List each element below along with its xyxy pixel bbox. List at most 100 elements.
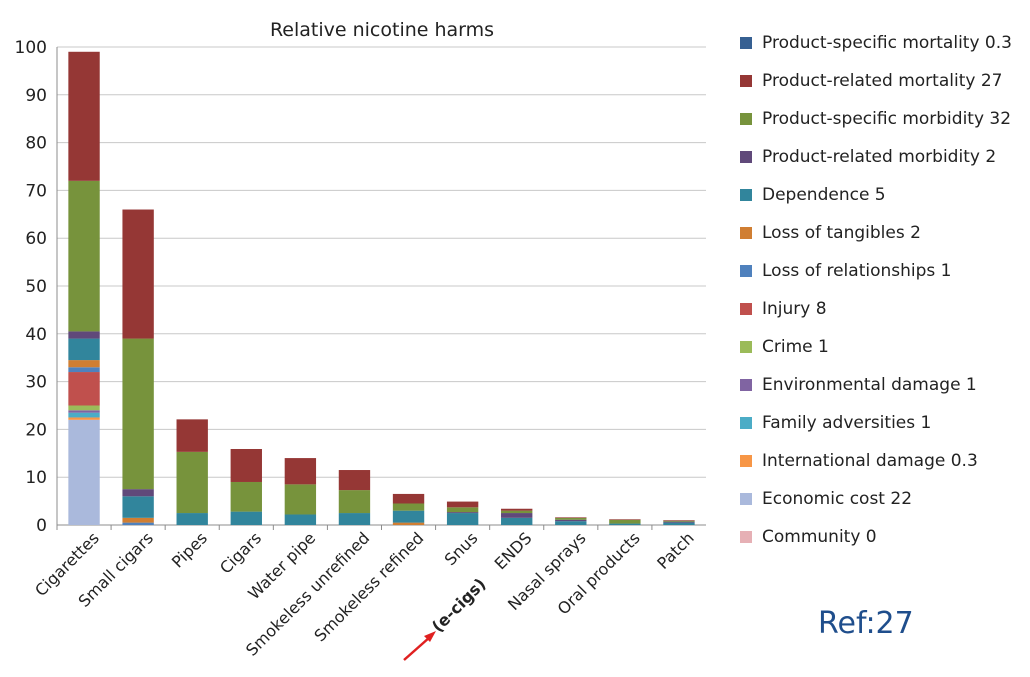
bar-segment (284, 484, 317, 515)
y-axis: 0 10 20 30 40 50 60 70 80 90 100 (15, 38, 58, 536)
bar-segment (446, 507, 479, 513)
legend-item: Loss of relationships 1 (740, 252, 1012, 290)
y-tick-label: 60 (25, 229, 47, 249)
bar-segment (555, 517, 587, 520)
bar-segment (230, 481, 262, 512)
x-tick-label: Patch (653, 528, 698, 573)
bar-segment (338, 513, 371, 525)
bar-segment (663, 522, 695, 525)
legend-item: Loss of tangibles 2 (740, 214, 1012, 252)
legend-label: Dependence 5 (762, 185, 886, 205)
x-tick-label: Snus (441, 528, 482, 569)
bar-segment (68, 367, 100, 373)
bar-segment (122, 209, 154, 339)
y-tick-label: 0 (36, 516, 47, 536)
legend-label: Community 0 (762, 527, 877, 547)
legend-item: Product-related mortality 27 (740, 62, 1012, 100)
y-tick-label: 70 (25, 181, 47, 201)
bar-segment (176, 451, 208, 514)
legend-label: Product-related morbidity 2 (762, 147, 997, 167)
y-tick-label: 50 (25, 277, 47, 297)
bar-segment (176, 513, 208, 525)
legend-item: Environmental damage 1 (740, 366, 1012, 404)
legend-swatch (740, 341, 752, 353)
legend-item: Dependence 5 (740, 176, 1012, 214)
bar-segment (122, 489, 154, 497)
legend: Product-specific mortality 0.3 Product-re… (740, 24, 1012, 556)
annotation-arrow-line (403, 636, 431, 661)
y-tick-label: 20 (25, 420, 47, 440)
reference-label: Ref:27 (818, 606, 914, 641)
legend-item: Family adversities 1 (740, 404, 1012, 442)
gridlines (57, 46, 706, 526)
bar-segment (392, 503, 425, 511)
legend-swatch (740, 493, 752, 505)
legend-label: International damage 0.3 (762, 451, 978, 471)
legend-swatch (740, 151, 752, 163)
legend-swatch (740, 303, 752, 315)
bar-segment (446, 513, 479, 525)
legend-swatch (740, 379, 752, 391)
legend-swatch (740, 37, 752, 49)
bar-segment (68, 412, 100, 418)
legend-swatch (740, 455, 752, 467)
legend-label: Crime 1 (762, 337, 829, 357)
bar-segment (446, 501, 479, 508)
bars (68, 51, 695, 525)
bar-segment (501, 517, 533, 525)
bar-segment (663, 521, 695, 523)
y-tick-label: 80 (25, 134, 47, 154)
bar-segment (230, 448, 262, 482)
legend-item: Product-related morbidity 2 (740, 138, 1012, 176)
bar-segment (501, 508, 533, 511)
y-tick-label: 30 (25, 373, 47, 393)
annotation-label: (e-cigs) (428, 574, 490, 636)
legend-label: Product-related mortality 27 (762, 71, 1003, 91)
bar-segment (284, 458, 317, 485)
bar-segment (122, 338, 154, 490)
bar-segment (68, 410, 100, 413)
legend-label: Loss of tangibles 2 (762, 223, 921, 243)
bar-segment (68, 372, 100, 406)
bar-segment (392, 510, 425, 523)
chart-title: Relative nicotine harms (270, 19, 494, 41)
legend-swatch (740, 531, 752, 543)
legend-swatch (740, 113, 752, 125)
bar-segment (663, 520, 695, 521)
bar-segment (68, 419, 100, 525)
legend-label: Loss of relationships 1 (762, 261, 952, 281)
bar-segment (122, 517, 154, 523)
bar-segment (392, 493, 425, 504)
bar-segment (555, 521, 587, 525)
bar-segment (555, 519, 587, 522)
stacked-bar-chart: Relative nicotine harms 0 10 20 30 40 50 60 70 8… (15, 19, 706, 661)
legend-item: Product-specific morbidity 32 (740, 100, 1012, 138)
legend-label: Product-specific morbidity 32 (762, 109, 1012, 129)
bar-segment (68, 180, 100, 332)
bar-segment (338, 470, 371, 491)
legend-label: Injury 8 (762, 299, 827, 319)
bar-segment (338, 490, 371, 514)
y-tick-label: 40 (25, 325, 47, 345)
bar-segment (609, 519, 641, 520)
bar-segment (68, 331, 100, 339)
bar-segment (555, 517, 587, 518)
bar-segment (284, 514, 317, 525)
y-tick-label: 100 (15, 38, 47, 58)
bar-segment (663, 520, 695, 522)
legend-item: Crime 1 (740, 328, 1012, 366)
bar-segment (230, 511, 262, 525)
legend-item: International damage 0.3 (740, 442, 1012, 480)
legend-swatch (740, 265, 752, 277)
y-tick-label: 10 (25, 468, 47, 488)
bar-segment (68, 51, 100, 181)
legend-label: Environmental damage 1 (762, 375, 977, 395)
x-tick-label: Cigars (216, 528, 265, 577)
bar-segment (68, 405, 100, 411)
bar-segment (122, 522, 154, 525)
bar-segment (446, 512, 479, 514)
legend-label: Product-specific mortality 0.3 (762, 33, 1012, 53)
bar-segment (501, 513, 533, 518)
bar-segment (68, 417, 100, 420)
